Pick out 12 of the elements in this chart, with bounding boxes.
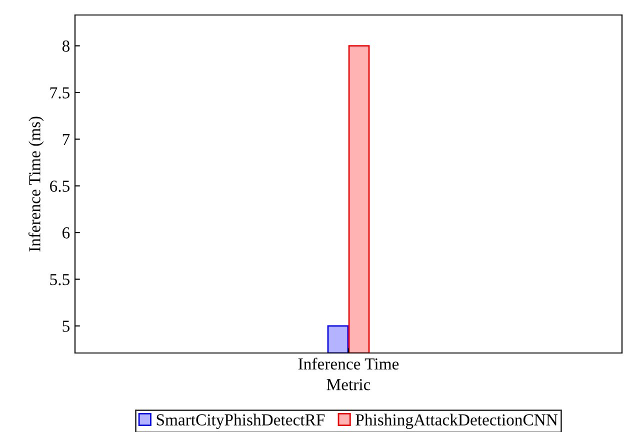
- x-tick-label: Inference Time: [298, 358, 399, 370]
- y-tick-label: 8: [62, 40, 70, 52]
- y-tick-label: 5.5: [50, 274, 70, 286]
- y-tick-label: 6: [62, 227, 70, 238]
- y-tick-label: 7: [62, 134, 70, 145]
- y-tick-label: 5: [62, 320, 70, 332]
- y-tick-label: 7.5: [50, 87, 70, 99]
- legend-label: SmartCityPhishDetectRF: [156, 414, 325, 429]
- y-axis-title: Inference Time (ms): [28, 116, 44, 252]
- x-axis-title: Metric: [326, 379, 370, 390]
- y-tick-label: 6.5: [50, 180, 70, 192]
- legend-label: PhishingAttackDetectionCNN: [356, 414, 558, 429]
